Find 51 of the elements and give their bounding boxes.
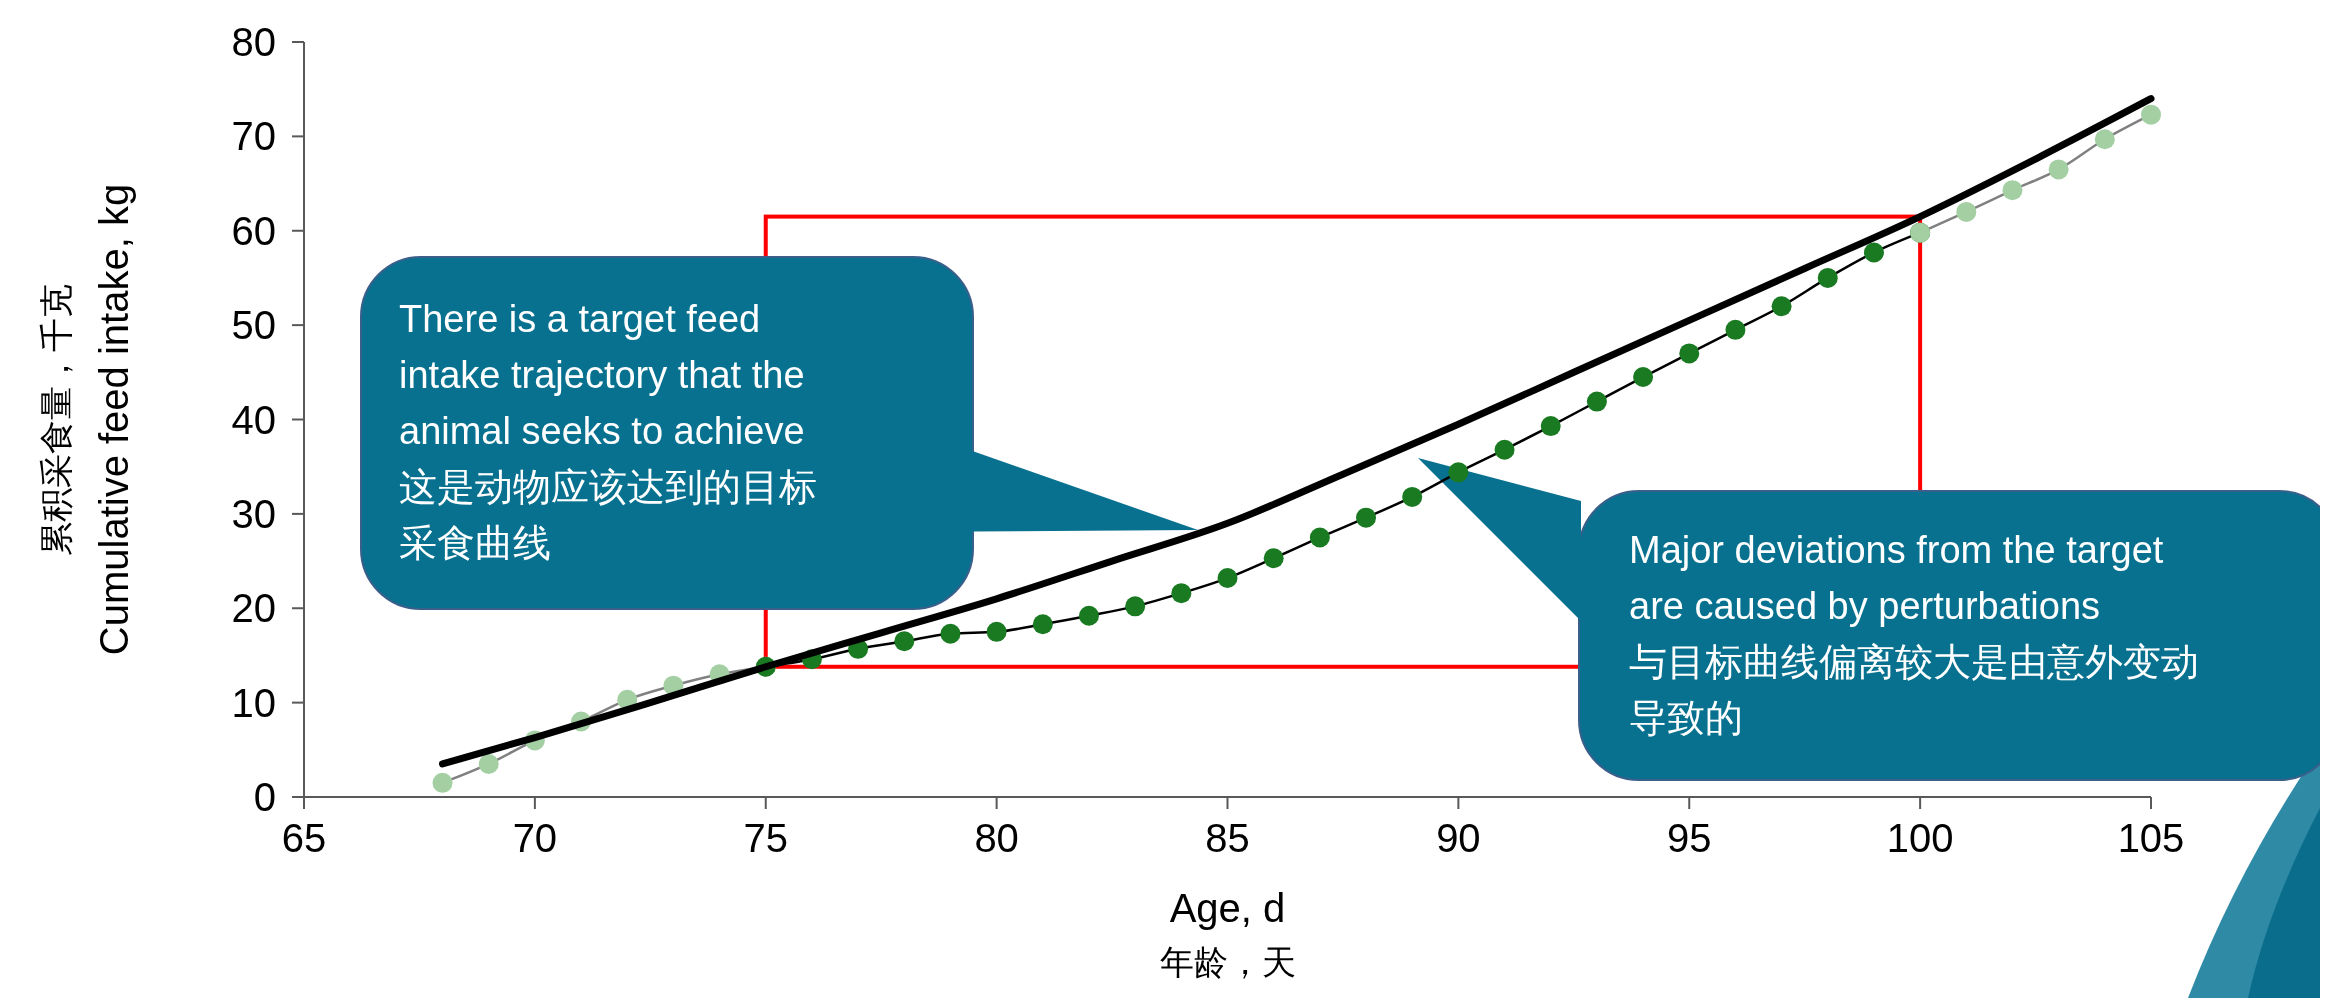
x-tick-label: 100 bbox=[1886, 816, 1954, 860]
point bbox=[1402, 486, 1423, 507]
y-tick-label: 10 bbox=[231, 680, 276, 725]
point bbox=[2141, 104, 2161, 125]
x-tick-label: 65 bbox=[281, 816, 327, 860]
point bbox=[1863, 242, 1884, 263]
point bbox=[2094, 129, 2115, 150]
y-tick-label: 70 bbox=[231, 114, 276, 159]
y-tick-label: 40 bbox=[231, 397, 276, 442]
y-axis-title: 累积采食量，千克 Cumulative feed intake, kg bbox=[37, 183, 136, 656]
point bbox=[2002, 180, 2023, 201]
point bbox=[1817, 267, 1838, 288]
point bbox=[940, 623, 961, 644]
point bbox=[1309, 527, 1330, 548]
point bbox=[432, 772, 453, 793]
point bbox=[1586, 391, 1607, 412]
x-tick-label: 90 bbox=[1436, 816, 1481, 860]
point bbox=[894, 631, 915, 652]
y-tick-label: 20 bbox=[231, 586, 276, 631]
x-tick-label: 70 bbox=[512, 816, 558, 860]
point bbox=[1078, 605, 1099, 626]
x-tick-label: 105 bbox=[2117, 816, 2185, 860]
x-axis-title: Age, d 年龄，天 bbox=[1159, 886, 1296, 981]
point bbox=[986, 621, 1007, 642]
x-tick-label: 80 bbox=[974, 816, 1019, 860]
annotation: There is a target feed intake trajectory that the animal seeks to achieve 这是动物应该达到的目标采食曲线 bbox=[399, 298, 817, 564]
point bbox=[1125, 596, 1146, 617]
y-tick-label: 80 bbox=[231, 20, 276, 64]
point bbox=[1217, 568, 1238, 589]
point bbox=[1956, 201, 1977, 222]
point bbox=[1448, 462, 1469, 483]
point bbox=[1494, 439, 1515, 460]
point bbox=[478, 753, 499, 774]
point bbox=[1171, 583, 1192, 604]
x-tick-label: 75 bbox=[743, 816, 788, 860]
point bbox=[1263, 548, 1284, 569]
x-tick-label: 95 bbox=[1667, 816, 1712, 860]
point bbox=[1540, 416, 1561, 437]
point bbox=[1356, 507, 1377, 528]
annotation: Major deviations from the target are caused by perturbations 与目标曲线偏离较大是由意外变动导致的 bbox=[1629, 529, 2199, 739]
point bbox=[1771, 296, 1792, 317]
y-tick-label: 0 bbox=[253, 775, 276, 819]
point bbox=[2048, 159, 2069, 180]
point bbox=[1633, 367, 1654, 388]
point bbox=[1679, 343, 1700, 364]
y-tick-label: 30 bbox=[231, 491, 276, 536]
point bbox=[1032, 614, 1053, 635]
y-tick-label: 50 bbox=[231, 303, 276, 348]
point bbox=[1725, 319, 1746, 340]
x-tick-label: 85 bbox=[1205, 816, 1250, 860]
y-tick-label: 60 bbox=[231, 208, 276, 253]
